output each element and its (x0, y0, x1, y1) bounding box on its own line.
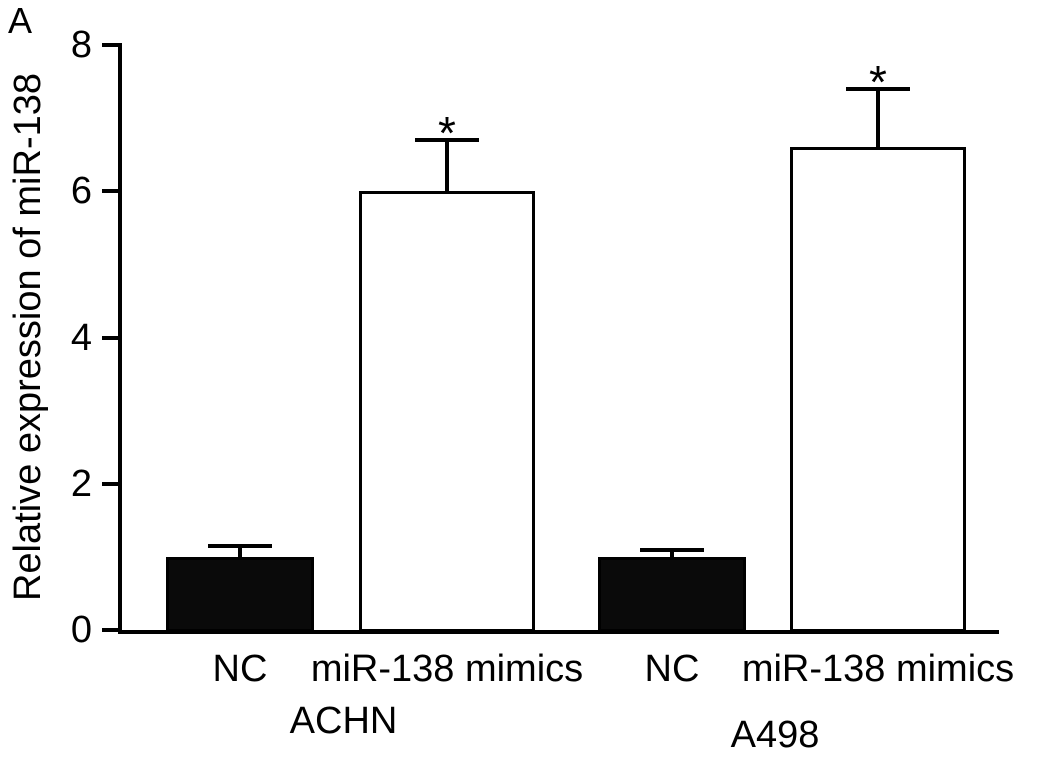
y-tick-label: 8 (70, 24, 92, 66)
error-bar-cap (640, 548, 704, 552)
error-bar-cap (846, 87, 910, 91)
error-bar-cap (415, 138, 479, 142)
error-bar-cap (208, 544, 272, 548)
y-tick-mark (102, 336, 118, 340)
significance-marker: * (438, 107, 456, 159)
y-tick-mark (102, 482, 118, 486)
x-tick-label: NC (212, 648, 268, 690)
group-label: ACHN (289, 700, 398, 742)
group-label: A498 (730, 714, 820, 756)
x-tick-label: NC (644, 648, 700, 690)
x-tick-label: miR-138 mimics (741, 648, 1015, 690)
error-bar-line (876, 89, 880, 151)
significance-marker: * (869, 56, 887, 108)
y-tick-label: 6 (70, 170, 92, 212)
bar-open (790, 147, 966, 632)
panel-label: A (8, 0, 33, 41)
error-bar-line (445, 140, 449, 195)
bar-filled (598, 557, 746, 632)
y-tick-label: 4 (70, 317, 92, 359)
bar-filled (166, 557, 314, 632)
y-tick-mark (102, 189, 118, 193)
x-axis-line (118, 630, 999, 634)
y-tick-label: 0 (70, 609, 92, 651)
error-bar-line (670, 550, 674, 561)
error-bar-line (238, 546, 242, 561)
x-tick-label: miR-138 mimics (310, 648, 584, 690)
y-tick-mark (102, 628, 118, 632)
y-tick-label: 2 (70, 463, 92, 505)
bar-open (359, 191, 535, 632)
y-tick-mark (102, 43, 118, 47)
y-axis-line (118, 43, 122, 634)
